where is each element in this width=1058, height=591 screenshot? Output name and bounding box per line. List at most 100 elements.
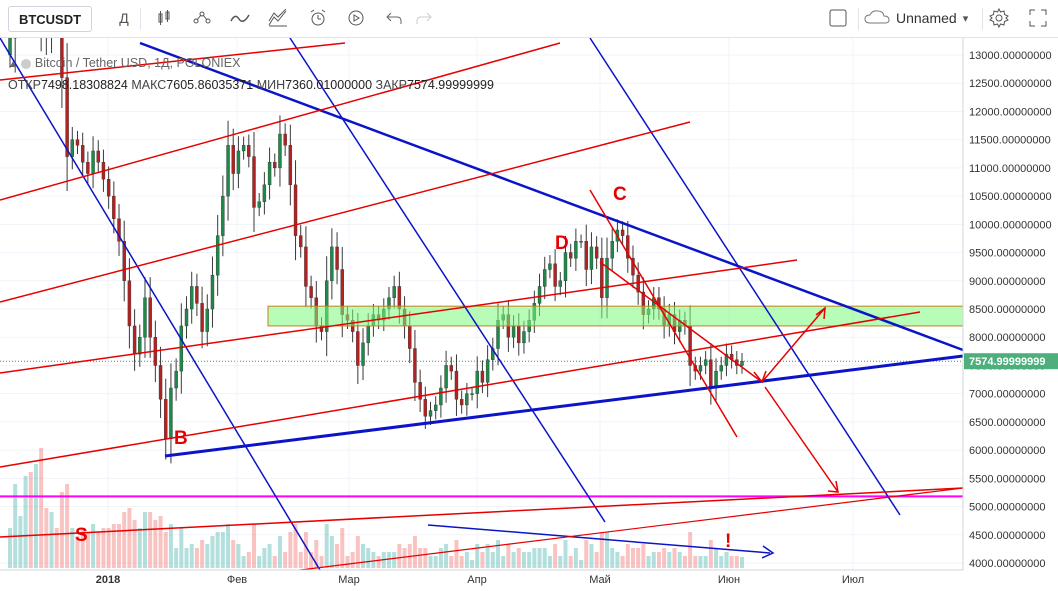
volume-bar <box>423 548 428 568</box>
volume-bar <box>168 524 173 568</box>
arrowhead <box>753 370 767 384</box>
toolbar-divider <box>858 8 859 30</box>
price-tick-label: 5000.00000000 <box>969 502 1045 514</box>
blue-trendline <box>289 38 606 523</box>
candle-body <box>459 399 464 406</box>
volume-bar <box>163 532 168 568</box>
candle-body <box>299 235 303 248</box>
indicator-icon[interactable] <box>226 6 254 30</box>
volume-bar <box>542 548 547 568</box>
redo-icon[interactable] <box>410 6 438 30</box>
volume-bar <box>682 556 687 568</box>
volume-bar <box>480 552 485 568</box>
candle-body <box>70 139 74 157</box>
volume-bar <box>594 552 599 568</box>
volume-bar <box>677 552 682 568</box>
volume-bar <box>371 552 376 568</box>
fullscreen-toggle-icon[interactable] <box>824 6 852 30</box>
volume-histogram <box>8 448 744 568</box>
cloud-icon <box>864 9 890 28</box>
candle-body <box>465 393 469 406</box>
arrowhead <box>815 306 826 320</box>
volume-bar <box>589 544 594 568</box>
drawing-overlay: C D B S! <box>0 38 964 571</box>
price-tick-label: 13000.00000000 <box>969 50 1052 62</box>
open-value: 7498.18308824 <box>40 78 128 92</box>
legend-title: Bitcoin / Tether USD, 1Д, POLONIEX <box>34 56 241 70</box>
volume-bar <box>288 532 293 568</box>
volume-bar <box>563 540 568 568</box>
volume-bar <box>532 548 537 568</box>
candle-body <box>636 274 640 293</box>
volume-bar <box>189 544 194 568</box>
price-tick-label: 10500.00000000 <box>969 191 1052 203</box>
candle-body <box>164 399 168 440</box>
blue-trendline <box>139 41 964 352</box>
volume-bar <box>137 528 142 568</box>
fullscreen-icon[interactable] <box>1024 6 1052 30</box>
candle-body <box>449 365 453 372</box>
candle-body <box>434 404 438 411</box>
compare-icon[interactable] <box>188 6 216 30</box>
candles-icon[interactable] <box>150 6 178 30</box>
settings-icon[interactable] <box>985 6 1013 30</box>
volume-bar <box>693 556 698 568</box>
templates-icon[interactable] <box>264 6 292 30</box>
volume-bar <box>205 544 210 568</box>
price-tick-label: 9000.00000000 <box>969 276 1045 288</box>
candle-body <box>117 218 121 242</box>
candle-body <box>226 145 230 197</box>
volume-bar <box>708 540 713 568</box>
volume-bar <box>630 548 635 568</box>
price-tick-label: 8500.00000000 <box>969 304 1045 316</box>
candle-body <box>719 365 723 372</box>
volume-bar <box>324 524 329 568</box>
volume-bar <box>537 548 542 568</box>
interval-button[interactable]: Д <box>119 10 129 26</box>
volume-bar <box>303 532 308 568</box>
volume-bar <box>511 552 516 568</box>
volume-bar <box>132 520 137 568</box>
candle-body <box>205 308 209 332</box>
volume-bar <box>59 492 64 568</box>
alert-icon[interactable] <box>304 6 332 30</box>
toolbar-divider <box>140 8 141 30</box>
volume-bar <box>573 548 578 568</box>
volume-bar <box>335 544 340 568</box>
volume-bar <box>724 552 729 568</box>
volume-bar <box>444 544 449 568</box>
legend-title-row: ▲ Bitcoin / Tether USD, 1Д, POLONIEX <box>8 53 494 75</box>
candle-body <box>517 325 521 344</box>
undo-icon[interactable] <box>380 6 408 30</box>
volume-bar <box>111 524 116 568</box>
candle-body <box>397 286 402 310</box>
red-trendline <box>0 311 921 468</box>
volume-bar <box>142 512 147 568</box>
volume-bar <box>153 520 158 568</box>
candle-body <box>361 342 365 366</box>
candle-body <box>247 145 251 157</box>
candle-body <box>210 274 215 310</box>
candle-body <box>278 133 282 169</box>
price-tick-label: 4000.00000000 <box>969 558 1045 570</box>
candle-body <box>195 286 199 304</box>
volume-bar <box>262 548 267 568</box>
candle-body <box>122 241 126 281</box>
candle-body <box>335 246 339 270</box>
volume-bar <box>667 552 672 568</box>
volume-bar <box>688 532 693 568</box>
candle-body <box>138 337 142 355</box>
volume-bar <box>366 548 371 568</box>
volume-bar <box>106 528 111 568</box>
volume-bar <box>117 524 122 568</box>
open-label: ОТКР <box>8 78 41 92</box>
symbol-search-button[interactable]: BTCUSDT <box>8 6 92 32</box>
volume-bar <box>91 524 96 568</box>
price-chart[interactable]: C D B S! 13000.00000000 12500.00000000 12000.… <box>0 38 1058 591</box>
replay-icon[interactable] <box>342 6 370 30</box>
arrowhead <box>827 480 839 493</box>
arrowhead <box>761 545 775 559</box>
layout-name-button[interactable]: Unnamed ▾ <box>864 6 982 30</box>
volume-bar <box>714 548 719 568</box>
low-label: МИН <box>256 78 286 92</box>
